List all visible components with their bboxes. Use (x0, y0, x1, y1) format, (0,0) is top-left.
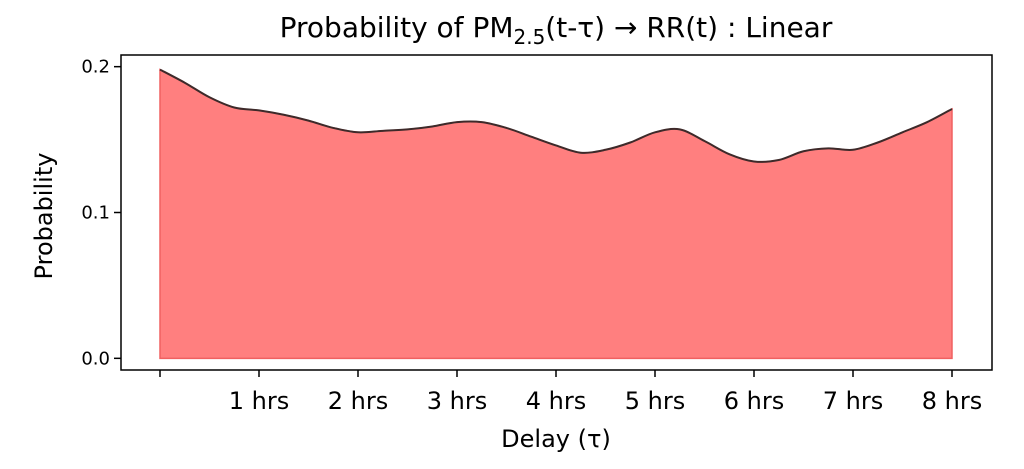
y-tick-label: 0.1 (81, 203, 110, 224)
y-axis: 0.0 0.1 0.2 (81, 57, 121, 369)
y-axis-label: Probability (30, 153, 58, 280)
x-tick-label: 4 hrs (526, 387, 586, 415)
chart-title: Probability of PM2.5(t-τ) → RR(t) : Line… (280, 11, 833, 49)
x-tick-label: 6 hrs (724, 387, 784, 415)
x-axis: 1 hrs 2 hrs 3 hrs 4 hrs 5 hrs 6 hrs 7 hrs 8 hrs (159, 370, 982, 415)
x-axis-label: Delay (τ) (501, 425, 611, 453)
y-tick-label: 0.0 (81, 348, 110, 369)
chart-title-subscript: 2.5 (513, 25, 545, 49)
x-tick-label: 7 hrs (823, 387, 883, 415)
x-tick-label: 3 hrs (427, 387, 487, 415)
y-tick-label: 0.2 (81, 57, 110, 78)
chart-title-main: Probability of PM (280, 11, 514, 44)
x-tick-label: 5 hrs (625, 387, 685, 415)
x-tick-label: 8 hrs (922, 387, 982, 415)
plot-area (159, 68, 953, 360)
chart-title-rest: (t-τ) → RR(t) : Linear (545, 11, 833, 44)
x-tick-label: 2 hrs (328, 387, 388, 415)
x-tick-label: 1 hrs (229, 387, 289, 415)
series-line (159, 68, 953, 163)
